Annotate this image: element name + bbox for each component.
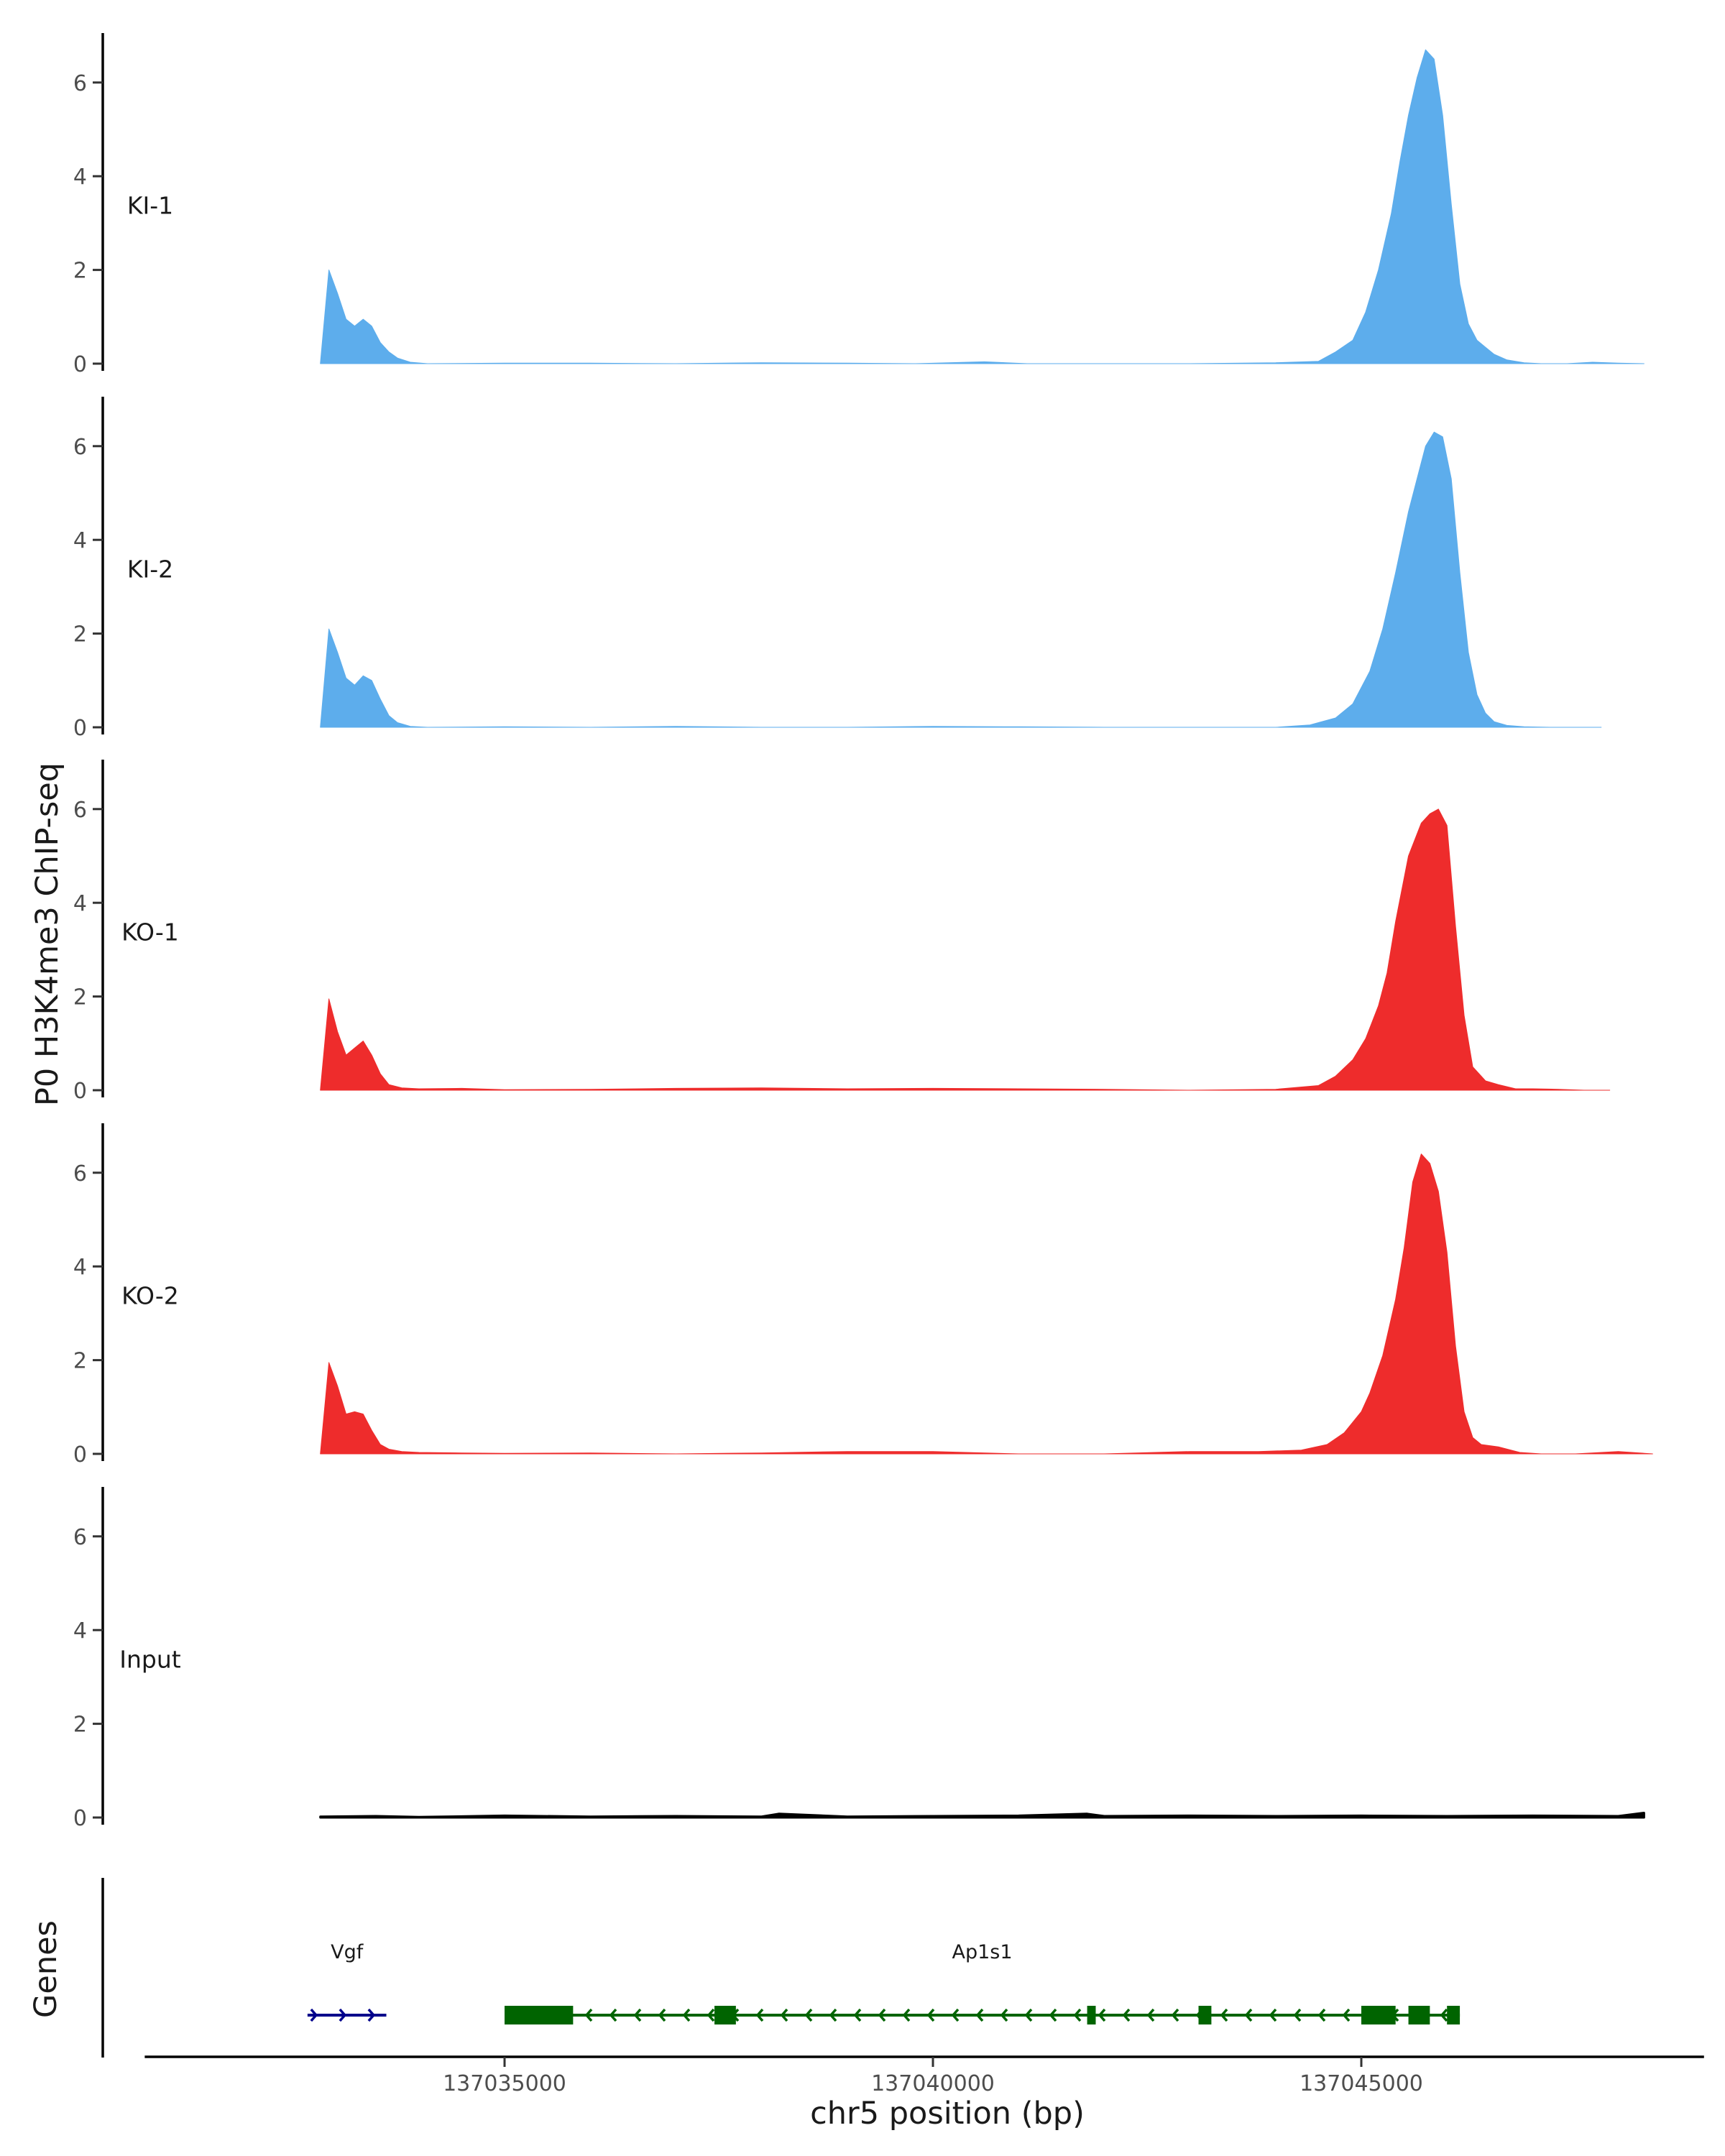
gene-ap1s1: Ap1s1: [505, 1941, 1460, 2024]
track-label: Input: [119, 1645, 181, 1673]
y-tick-label: 2: [73, 1349, 87, 1374]
strand-arrow-icon: [878, 2008, 886, 2022]
track-label: KO-2: [121, 1281, 179, 1309]
strand-arrow-icon: [1293, 2008, 1302, 2022]
strand-arrow-icon: [829, 2008, 837, 2022]
gene-label: Ap1s1: [952, 1941, 1013, 1963]
y-tick-label: 4: [73, 1618, 87, 1644]
signal-area-ki-1: [320, 49, 1644, 364]
strand-arrow-icon: [609, 2008, 617, 2022]
y-tick-label: 4: [73, 528, 87, 553]
track-input: 0 2 4 6 Input: [73, 1487, 1645, 1831]
y-tick-label: 0: [73, 1442, 87, 1468]
strand-arrow-icon: [755, 2008, 764, 2022]
x-tick-label: 137035000: [443, 2071, 566, 2096]
tracks-layer: 0 2 4 6 KI-1 0 2 4 6 KI-2 0 2 4 6 KO-1 0 2 4 6 KO-2 0 2 4 6 Inpu…: [73, 33, 1653, 1831]
strand-arrow-icon: [926, 2008, 935, 2022]
y-tick-label: 4: [73, 165, 87, 190]
track-ko-1: 0 2 4 6 KO-1: [73, 760, 1611, 1104]
strand-arrow-icon: [1122, 2008, 1131, 2022]
x-axis: 137035000 137040000 137045000: [144, 2055, 1704, 2096]
exon-block: [1447, 2006, 1460, 2024]
strand-arrow-icon: [1440, 2008, 1448, 2022]
y-tick-label: 4: [73, 891, 87, 916]
gene-vgf: Vgf: [307, 1941, 387, 2022]
y-tick-label: 0: [73, 1806, 87, 1831]
y-tick-label: 2: [73, 622, 87, 648]
exon-block: [505, 2006, 574, 2024]
strand-arrow-icon: [780, 2008, 788, 2022]
y-tick-label: 2: [73, 985, 87, 1010]
strand-arrow-icon: [975, 2008, 984, 2022]
y-axis-title: P0 H3K4me3 ChIP-seq: [29, 763, 65, 1106]
strand-arrow-icon: [367, 2008, 376, 2022]
exon-block: [1408, 2006, 1430, 2024]
x-axis-title: chr5 position (bp): [810, 2096, 1085, 2132]
y-tick-label: 0: [73, 352, 87, 377]
strand-arrow-icon: [902, 2008, 911, 2022]
strand-arrow-icon: [1171, 2008, 1179, 2022]
strand-arrow-icon: [310, 2008, 318, 2022]
signal-area-ki-2: [320, 431, 1602, 728]
track-ki-2: 0 2 4 6 KI-2: [73, 397, 1602, 741]
strand-arrow-icon: [1000, 2008, 1008, 2022]
track-ki-1: 0 2 4 6 KI-1: [73, 33, 1644, 377]
strand-arrow-icon: [1342, 2008, 1351, 2022]
exon-block: [1361, 2006, 1396, 2024]
strand-arrow-icon: [682, 2008, 691, 2022]
y-tick-label: 6: [73, 1525, 87, 1550]
strand-arrow-icon: [1269, 2008, 1277, 2022]
x-tick-label: 137045000: [1300, 2071, 1423, 2096]
strand-arrow-icon: [1024, 2008, 1033, 2022]
y-tick-label: 6: [73, 1161, 87, 1187]
signal-area-input: [319, 1812, 1645, 1819]
signal-area-ko-1: [320, 808, 1611, 1091]
strand-arrow-icon: [1049, 2008, 1057, 2022]
gene-label: Vgf: [331, 1941, 364, 1963]
strand-arrow-icon: [1220, 2008, 1228, 2022]
track-ko-2: 0 2 4 6 KO-2: [73, 1123, 1653, 1468]
exon-block: [714, 2006, 736, 2024]
y-tick-label: 6: [73, 798, 87, 823]
strand-arrow-icon: [1146, 2008, 1155, 2022]
y-tick-label: 0: [73, 716, 87, 741]
strand-arrow-icon: [804, 2008, 813, 2022]
strand-arrow-icon: [1244, 2008, 1253, 2022]
genes-layer: Vgf Ap1s1: [101, 1878, 1460, 2058]
y-tick-label: 0: [73, 1079, 87, 1104]
track-label: KO-1: [121, 918, 179, 946]
exon-block: [1087, 2006, 1096, 2024]
strand-arrow-icon: [633, 2008, 642, 2022]
y-tick-label: 2: [73, 1713, 87, 1738]
signal-area-ko-2: [320, 1153, 1653, 1455]
y-tick-label: 2: [73, 259, 87, 284]
strand-arrow-icon: [951, 2008, 960, 2022]
exon-block: [1198, 2006, 1212, 2024]
strand-arrow-icon: [853, 2008, 862, 2022]
strand-arrow-icon: [1073, 2008, 1082, 2022]
genes-axis-title: Genes: [28, 1920, 64, 2018]
y-tick-label: 6: [73, 71, 87, 96]
y-tick-label: 6: [73, 435, 87, 460]
track-label: KI-2: [127, 555, 173, 583]
strand-arrow-icon: [1098, 2008, 1106, 2022]
strand-arrow-icon: [584, 2008, 593, 2022]
strand-arrow-icon: [339, 2008, 347, 2022]
y-tick-label: 4: [73, 1255, 87, 1280]
strand-arrow-icon: [707, 2008, 715, 2022]
strand-arrow-icon: [658, 2008, 666, 2022]
strand-arrow-icon: [1317, 2008, 1326, 2022]
track-label: KI-1: [127, 191, 173, 219]
x-tick-label: 137040000: [871, 2071, 995, 2096]
